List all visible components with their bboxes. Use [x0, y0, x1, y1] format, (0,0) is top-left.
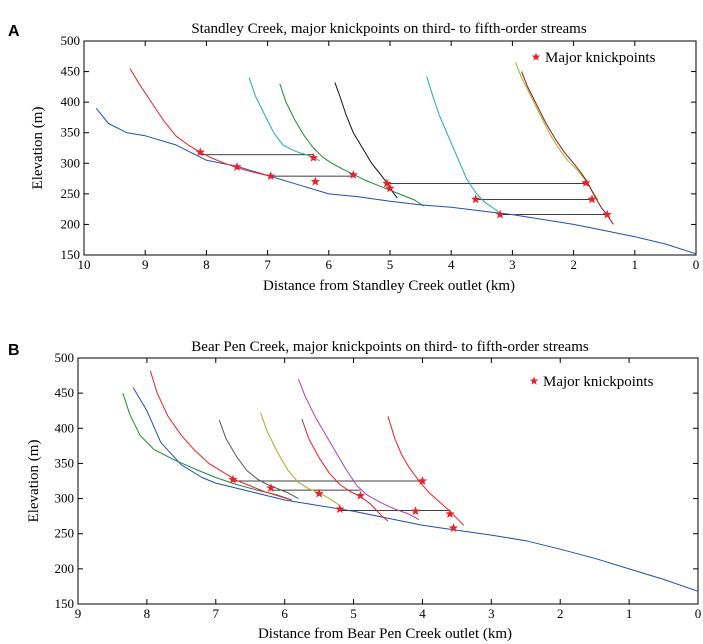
- y-tick-label: 400: [61, 94, 81, 109]
- knickpoint-marker: [310, 176, 321, 186]
- x-tick-label: 8: [203, 257, 210, 272]
- y-axis-label-b: Elevation (m): [26, 440, 42, 523]
- stream-profile-line: [129, 68, 268, 176]
- x-tick-label: 4: [448, 257, 455, 272]
- stream-profile-line: [149, 370, 292, 501]
- knickpoint-marker: [417, 476, 428, 485]
- legend-label: Major knickpoints: [543, 374, 654, 390]
- x-tick-label: 9: [75, 606, 82, 621]
- x-axis-label-a: Distance from Standley Creek outlet (km): [263, 278, 515, 294]
- x-tick-label: 7: [213, 606, 220, 621]
- knickpoint-marker: [195, 147, 205, 157]
- knickpoint-marker: [265, 171, 276, 181]
- x-tick-label: 2: [570, 257, 577, 272]
- stream-profile-line: [218, 419, 299, 500]
- stream-profile-line: [301, 418, 389, 522]
- x-tick-label: 3: [509, 257, 516, 272]
- x-axis-label-b: Distance from Bear Pen Creek outlet (km): [258, 626, 512, 642]
- y-tick-label: 450: [55, 385, 75, 400]
- stream-profile-line: [426, 76, 501, 214]
- plot-frame-b: [77, 357, 699, 605]
- stream-profile-line: [387, 416, 465, 526]
- x-tick-label: 6: [281, 606, 288, 621]
- x-tick-label: 4: [419, 606, 426, 621]
- knickpoint-marker: [470, 194, 481, 204]
- y-tick-label: 200: [61, 216, 81, 231]
- panel-letter-b: B: [8, 342, 20, 359]
- x-tick-label: 7: [264, 257, 271, 272]
- panel-a: A Standley Creek, major knickpoints on t…: [8, 21, 699, 294]
- stream-profile-line: [132, 387, 699, 592]
- x-tick-label: 5: [387, 257, 394, 272]
- stream-profile-line: [260, 412, 341, 507]
- knickpoint-marker: [314, 488, 324, 498]
- x-tick-label: 5: [350, 606, 357, 621]
- knickpoint-marker: [581, 177, 591, 187]
- y-tick-label: 500: [61, 33, 81, 48]
- knickpoint-marker: [602, 209, 612, 219]
- y-tick-label: 150: [55, 596, 75, 611]
- y-tick-label: 300: [61, 155, 81, 170]
- y-tick-label: 500: [55, 350, 75, 365]
- plot-frame-a: [83, 40, 697, 256]
- plot-area-a: 10 9 8 7 6 5 4 3 2 1 0150200250300350400450500Majo…: [61, 33, 700, 272]
- x-tick-label: 1: [626, 606, 633, 621]
- panel-b: B Bear Pen Creek, major knickpoints on t…: [8, 339, 701, 642]
- y-tick-label: 300: [55, 491, 75, 506]
- x-tick-label: 9: [142, 257, 149, 272]
- plot-area-b: 9 8 7 6 5 4 3 2 1 0 150 200 250 300 350 400 450 500 Major …: [55, 350, 702, 621]
- y-tick-label: 250: [61, 186, 81, 201]
- knickpoint-marker: [385, 183, 395, 193]
- x-tick-label: 10: [78, 257, 91, 272]
- chart-title-a: Standley Creek, major knickpoints on thi…: [191, 21, 586, 37]
- knickpoint-marker: [335, 504, 345, 514]
- knickpoint-marker: [228, 474, 238, 484]
- stream-profile-line: [279, 83, 424, 207]
- stream-profile-line: [297, 378, 420, 521]
- knickpoint-marker: [348, 169, 358, 179]
- x-tick-label: 0: [695, 606, 702, 621]
- y-tick-label: 350: [61, 125, 81, 140]
- y-tick-label: 350: [55, 455, 75, 470]
- knickpoint-marker: [308, 152, 319, 162]
- chart-title-b: Bear Pen Creek, major knickpoints on thi…: [191, 339, 589, 355]
- x-tick-label: 3: [488, 606, 495, 621]
- knickpoint-marker: [232, 162, 242, 171]
- legend-star-icon: [531, 52, 541, 61]
- knickpoint-marker: [266, 483, 276, 493]
- knickpoint-marker: [448, 523, 459, 533]
- knickpoint-marker: [355, 490, 366, 500]
- y-axis-label-a: Elevation (m): [30, 107, 46, 190]
- x-tick-label: 2: [557, 606, 564, 621]
- knickpoint-marker: [410, 506, 421, 516]
- x-tick-label: 1: [632, 257, 639, 272]
- stream-profile-line: [248, 77, 320, 162]
- y-tick-label: 250: [55, 526, 75, 541]
- stream-profile-line: [521, 71, 614, 225]
- y-tick-label: 450: [61, 64, 81, 79]
- legend-label: Major knickpoints: [545, 50, 656, 66]
- x-tick-label: 8: [144, 606, 151, 621]
- y-tick-label: 150: [61, 247, 81, 262]
- legend-star-icon: [529, 376, 539, 385]
- x-tick-label: 0: [693, 257, 700, 272]
- knickpoint-marker: [445, 509, 455, 519]
- x-tick-label: 6: [326, 257, 333, 272]
- knickpoint-marker: [495, 209, 505, 219]
- knickpoint-marker: [382, 178, 392, 188]
- y-tick-label: 200: [55, 561, 75, 576]
- panel-letter-a: A: [8, 23, 20, 40]
- stream-profile-line: [95, 107, 697, 255]
- y-tick-label: 400: [55, 420, 75, 435]
- knickpoint-marker: [587, 194, 597, 204]
